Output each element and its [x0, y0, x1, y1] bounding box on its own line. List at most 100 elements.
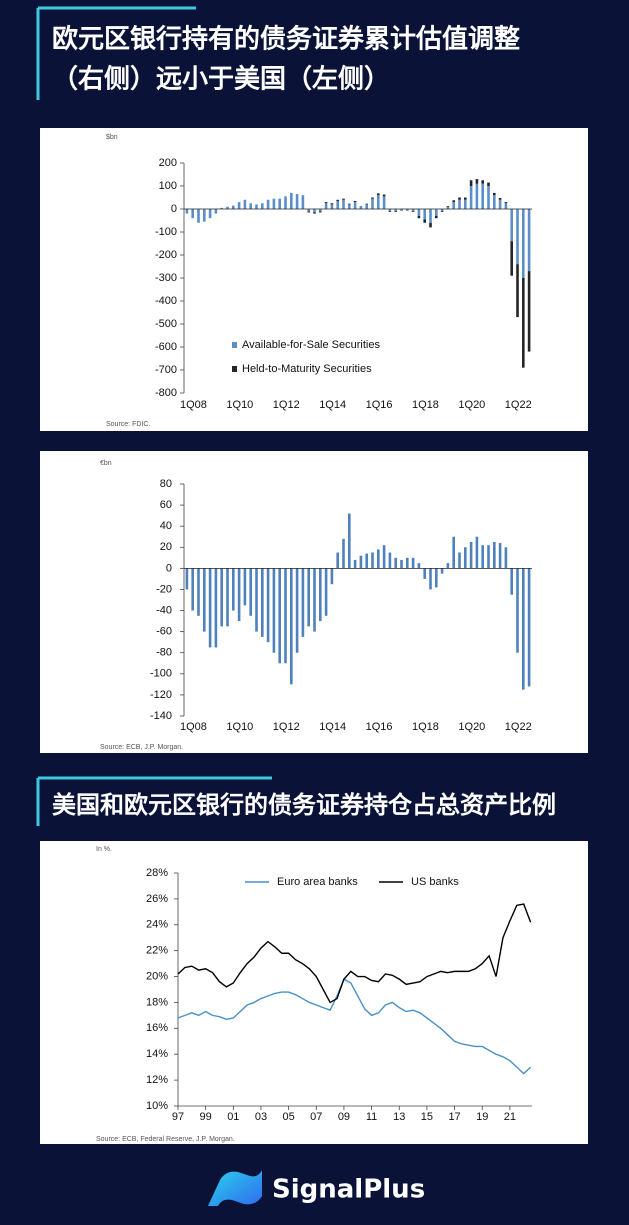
bar	[313, 212, 316, 213]
bar	[267, 568, 270, 642]
y-tick-label: -80	[156, 647, 172, 659]
bar	[342, 199, 345, 200]
legend-label: US banks	[411, 876, 459, 888]
bar	[476, 179, 479, 184]
bar	[499, 543, 502, 568]
y-tick-label: -40	[156, 604, 172, 616]
bar	[510, 241, 513, 276]
bar	[273, 199, 276, 209]
bar	[197, 568, 200, 615]
bar	[371, 553, 374, 569]
bar	[238, 202, 241, 209]
bar	[203, 568, 206, 631]
bar	[302, 568, 305, 637]
bar	[435, 216, 438, 218]
bar	[249, 203, 252, 209]
bar	[215, 209, 218, 214]
source-note: Source: ECB, J.P. Morgan.	[100, 744, 183, 751]
source-note: Source: ECB, Federal Reserve, J.P. Morga…	[96, 1136, 235, 1143]
x-tick-label: 19	[476, 1111, 488, 1123]
heading: 欧元区银行持有的债务证券累计估值调整	[52, 24, 520, 55]
bar	[423, 568, 426, 579]
bar	[510, 568, 513, 594]
y-tick-label: -500	[155, 318, 177, 330]
x-tick-label: 17	[448, 1111, 460, 1123]
bar	[348, 204, 351, 209]
legend-swatch	[232, 342, 237, 348]
bar	[273, 568, 276, 652]
x-tick-label: 1Q10	[226, 399, 253, 411]
y-tick-label: 22%	[146, 945, 168, 957]
bar	[209, 209, 212, 218]
bar	[470, 542, 473, 568]
bar	[232, 206, 235, 209]
bar	[528, 209, 531, 271]
bar	[493, 195, 496, 209]
unit-label: $bn	[106, 134, 118, 141]
bar	[516, 209, 519, 264]
y-tick-label: 80	[160, 478, 172, 490]
y-tick-label: -60	[156, 626, 172, 638]
y-tick-label: 26%	[146, 893, 168, 905]
bar	[354, 560, 357, 568]
x-tick-label: 21	[504, 1111, 516, 1123]
x-tick-label: 1Q08	[180, 721, 207, 733]
bar	[510, 209, 513, 241]
y-tick-label: 18%	[146, 996, 168, 1008]
x-tick-label: 15	[421, 1111, 433, 1123]
bar	[429, 209, 432, 223]
bar	[365, 204, 368, 209]
bar	[220, 568, 223, 626]
x-tick-label: 1Q18	[412, 721, 439, 733]
bar	[249, 568, 252, 615]
y-tick-label: -120	[150, 689, 172, 701]
bar	[377, 549, 380, 568]
bar	[319, 568, 322, 621]
x-tick-label: 1Q22	[505, 399, 532, 411]
bar	[481, 180, 484, 183]
bar	[383, 545, 386, 568]
bar	[522, 209, 525, 278]
x-tick-label: 13	[393, 1111, 405, 1123]
bar	[429, 568, 432, 589]
bar	[377, 195, 380, 209]
bar	[481, 545, 484, 568]
y-tick-label: 16%	[146, 1022, 168, 1034]
bar	[528, 271, 531, 352]
x-tick-label: 1Q12	[273, 399, 300, 411]
bar	[261, 203, 264, 209]
bar	[487, 186, 490, 209]
bar	[307, 211, 310, 212]
bar	[441, 211, 444, 212]
y-tick-label: 100	[159, 180, 177, 192]
bar	[342, 539, 345, 569]
x-tick-label: 1Q08	[180, 399, 207, 411]
bar	[371, 198, 374, 199]
x-tick-label: 05	[283, 1111, 295, 1123]
bar	[481, 184, 484, 209]
bar	[244, 568, 247, 605]
bar	[418, 216, 421, 218]
x-tick-label: 97	[172, 1111, 184, 1123]
legend-label: Available-for-Sale Securities	[242, 339, 380, 351]
y-tick-label: 0	[171, 203, 177, 215]
y-tick-label: 14%	[146, 1048, 168, 1060]
x-tick-label: 1Q12	[273, 721, 300, 733]
bar	[261, 568, 264, 637]
bar	[447, 563, 450, 568]
brand: SignalPlus	[272, 1175, 425, 1205]
bar	[348, 204, 351, 205]
x-tick-label: 1Q22	[505, 721, 532, 733]
bar	[464, 198, 467, 200]
bar	[406, 558, 409, 569]
bar	[383, 196, 386, 209]
bar	[464, 547, 467, 568]
bar	[476, 184, 479, 209]
y-tick-label: -700	[155, 364, 177, 376]
bar	[400, 560, 403, 568]
bar	[331, 204, 334, 209]
source-note: Source: FDIC.	[106, 421, 150, 428]
bar	[238, 568, 241, 621]
bar	[452, 537, 455, 569]
